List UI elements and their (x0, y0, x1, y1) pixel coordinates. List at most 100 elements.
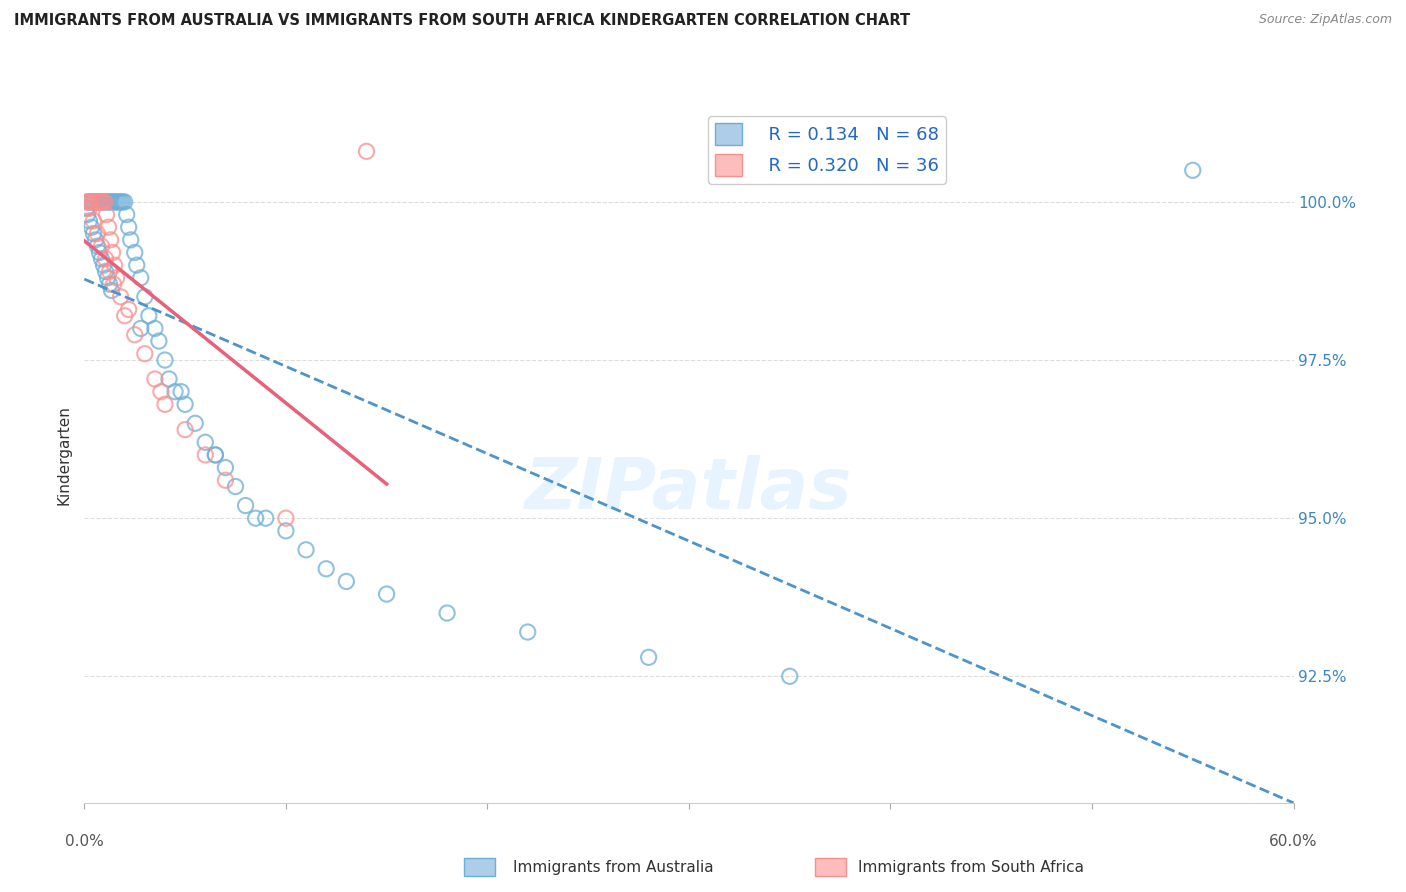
Point (101, 194, 124, 209)
Point (114, 309, 136, 323)
Point (104, 194, 127, 209)
Point (89, 245, 111, 260)
Point (83, 194, 105, 209)
Point (134, 347, 156, 361)
Point (235, 499, 257, 513)
Point (79, 194, 101, 209)
Text: Immigrants from South Africa: Immigrants from South Africa (858, 860, 1084, 874)
Point (100, 233, 122, 247)
Point (148, 334, 170, 348)
Point (143, 372, 166, 386)
Point (375, 587, 398, 601)
Point (115, 208, 138, 222)
Point (79, 201, 101, 215)
Point (335, 574, 357, 589)
Point (356, 145, 378, 159)
Point (170, 384, 193, 399)
Point (194, 435, 217, 450)
Text: 60.0%: 60.0% (1270, 834, 1317, 849)
Point (105, 194, 128, 209)
Point (184, 417, 207, 431)
Text: 0.0%: 0.0% (65, 834, 104, 849)
Point (76, 208, 98, 222)
Point (204, 448, 226, 462)
Point (153, 397, 176, 411)
Y-axis label: Kindergarten: Kindergarten (56, 405, 72, 505)
Point (134, 290, 156, 304)
Point (86, 239, 108, 253)
Point (124, 327, 146, 342)
Point (245, 511, 267, 525)
Point (204, 448, 226, 462)
Point (254, 511, 277, 525)
Point (82, 214, 104, 228)
Text: Immigrants from Australia: Immigrants from Australia (513, 860, 714, 874)
Point (98, 264, 121, 278)
Point (637, 650, 659, 665)
Point (93, 194, 115, 209)
Point (87, 194, 110, 209)
Point (125, 258, 148, 272)
Point (110, 290, 132, 304)
Point (79, 194, 101, 209)
Point (143, 321, 166, 335)
Point (82, 194, 104, 209)
Point (153, 353, 176, 368)
Point (105, 270, 128, 285)
Point (295, 542, 318, 557)
Point (120, 233, 142, 247)
Point (94, 252, 117, 266)
Point (129, 270, 152, 285)
Point (274, 524, 297, 538)
Point (77, 194, 100, 209)
Point (91, 194, 114, 209)
Point (87, 194, 110, 209)
Point (118, 220, 141, 235)
Point (165, 384, 187, 399)
Point (89, 194, 111, 209)
Point (157, 372, 180, 386)
Point (75, 194, 97, 209)
Point (83, 194, 105, 209)
Point (516, 625, 538, 640)
Point (93, 194, 115, 209)
Point (79, 214, 101, 228)
Point (96, 270, 118, 285)
Legend:   R = 0.134   N = 68,   R = 0.320   N = 36: R = 0.134 N = 68, R = 0.320 N = 36 (709, 116, 946, 184)
Point (77, 194, 100, 209)
Point (174, 397, 197, 411)
Point (93, 258, 115, 272)
Point (90, 252, 112, 266)
Point (86, 227, 108, 241)
Point (96, 194, 118, 209)
Point (118, 302, 141, 317)
Point (225, 479, 247, 493)
Point (89, 194, 111, 209)
Point (129, 321, 152, 335)
Point (214, 473, 236, 487)
Point (174, 423, 197, 437)
Point (91, 194, 114, 209)
Point (90, 239, 112, 253)
Point (274, 511, 297, 525)
Point (98, 277, 121, 292)
Point (104, 258, 127, 272)
Point (94, 264, 117, 278)
Point (100, 284, 122, 298)
Point (82, 194, 104, 209)
Point (779, 669, 801, 683)
Point (86, 194, 108, 209)
Point (75, 201, 97, 215)
Point (103, 277, 125, 292)
Point (138, 309, 160, 323)
Point (80, 220, 103, 235)
Point (214, 460, 236, 475)
Text: Source: ZipAtlas.com: Source: ZipAtlas.com (1258, 13, 1392, 27)
Point (114, 194, 136, 209)
Point (110, 194, 132, 209)
Point (111, 194, 134, 209)
Point (86, 194, 108, 209)
Point (107, 194, 129, 209)
Point (82, 227, 104, 241)
Point (315, 562, 337, 576)
